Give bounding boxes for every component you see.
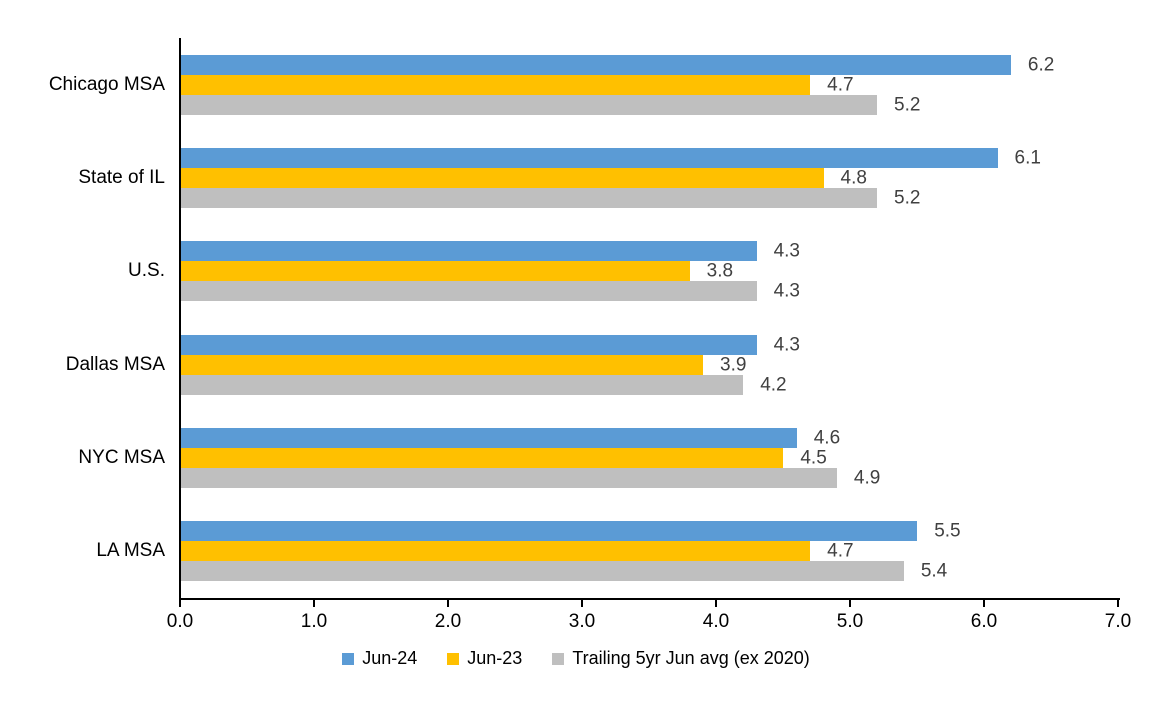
- x-tick-mark: [447, 600, 449, 607]
- bar-jun-24: 4.3: [181, 334, 800, 355]
- bar-trailing-5yr-jun-avg-ex-2020: 5.2: [181, 187, 920, 208]
- x-tick-mark: [849, 600, 851, 607]
- category-label: Chicago MSA: [48, 73, 165, 95]
- x-axis-line: [179, 598, 1120, 600]
- value-label: 5.2: [894, 187, 921, 209]
- x-tick-mark: [983, 600, 985, 607]
- value-label: 3.8: [706, 260, 734, 282]
- legend-label: Jun-24: [362, 648, 418, 668]
- value-label: 4.3: [773, 334, 800, 356]
- value-label: 6.1: [1014, 147, 1041, 169]
- bar-jun-24: 4.6: [181, 427, 840, 448]
- bar-trailing-5yr-jun-avg-ex-2020: 5.4: [181, 561, 947, 582]
- category-label: State of IL: [78, 166, 165, 188]
- bar-group: 4.6 4.5 4.9: [181, 411, 1118, 504]
- x-tick-mark: [313, 600, 315, 607]
- value-label: 4.9: [853, 467, 881, 489]
- bar-jun-24: 6.1: [181, 147, 1041, 168]
- value-label: 4.3: [773, 240, 800, 262]
- bar-trailing-5yr-jun-avg-ex-2020: 5.2: [181, 94, 920, 115]
- x-tick-label: 4.0: [702, 611, 730, 632]
- bar-trailing-5yr-jun-avg-ex-2020: 4.9: [181, 467, 880, 488]
- value-label: 4.2: [760, 374, 787, 396]
- x-tick-label: 3.0: [568, 611, 596, 632]
- bar-group: 4.3 3.9 4.2: [181, 318, 1118, 411]
- category-label: U.S.: [128, 260, 165, 282]
- plot-area: 6.2 4.7 5.2 6.1 4.8 5.2 4.3 3.8 4.3 4.3 3.9 4.2 4.6 4…: [181, 38, 1118, 598]
- value-label: 5.5: [934, 520, 961, 542]
- x-tick-label: 0.0: [166, 611, 194, 632]
- category-label: NYC MSA: [78, 446, 165, 468]
- x-tick-label: 2.0: [434, 611, 462, 632]
- category-axis: Chicago MSA State of IL U.S. Dallas MSA NYC …: [0, 38, 165, 598]
- bar-jun-23: 4.5: [181, 447, 827, 468]
- bar-group: 6.2 4.7 5.2: [181, 38, 1118, 131]
- bar-jun-23: 3.8: [181, 261, 733, 282]
- bar-group: 4.3 3.8 4.3: [181, 225, 1118, 318]
- legend: Jun-24 Jun-23 Trailing 5yr Jun avg (ex 202…: [0, 648, 1152, 669]
- category-label: LA MSA: [96, 540, 165, 562]
- value-label: 4.8: [840, 167, 867, 189]
- legend-label: Trailing 5yr Jun avg (ex 2020): [572, 648, 810, 668]
- legend-marker-icon: [342, 652, 355, 665]
- value-label: 4.3: [773, 280, 800, 302]
- value-label: 4.5: [800, 447, 827, 469]
- value-label: 4.7: [827, 74, 854, 96]
- value-label: 3.9: [720, 354, 747, 376]
- value-label: 5.2: [894, 94, 921, 116]
- bar-jun-23: 4.7: [181, 74, 854, 95]
- category-label: Dallas MSA: [65, 353, 165, 375]
- y-axis-line: [179, 38, 181, 600]
- value-label: 5.4: [920, 560, 948, 582]
- x-axis-tick-labels: 0.0 1.0 2.0 3.0 4.0 5.0 6.0 7.0: [167, 611, 1131, 635]
- x-tick-label: 1.0: [300, 611, 328, 632]
- x-tick-mark: [1117, 600, 1119, 607]
- x-tick-label: 6.0: [970, 611, 998, 632]
- legend-item: Trailing 5yr Jun avg (ex 2020): [552, 648, 810, 669]
- legend-label: Jun-23: [467, 648, 523, 668]
- value-label: 6.2: [1027, 54, 1055, 76]
- value-label: 4.6: [813, 427, 841, 449]
- value-label: 4.7: [827, 540, 854, 562]
- x-tick-label: 7.0: [1104, 611, 1132, 632]
- bar-trailing-5yr-jun-avg-ex-2020: 4.2: [181, 374, 787, 395]
- x-tick-label: 5.0: [836, 611, 864, 632]
- bar-jun-24: 4.3: [181, 241, 800, 262]
- bar-jun-24: 5.5: [181, 521, 961, 542]
- bar-jun-23: 3.9: [181, 354, 746, 375]
- x-tick-mark: [581, 600, 583, 607]
- bar-group: 6.1 4.8 5.2: [181, 131, 1118, 224]
- bar-trailing-5yr-jun-avg-ex-2020: 4.3: [181, 281, 800, 302]
- bar-jun-23: 4.7: [181, 541, 854, 562]
- x-tick-mark: [715, 600, 717, 607]
- legend-item: Jun-24: [342, 648, 417, 669]
- bar-group: 5.5 4.7 5.4: [181, 505, 1118, 598]
- legend-marker-icon: [552, 652, 565, 665]
- x-axis-ticks: [179, 600, 1119, 608]
- x-tick-mark: [179, 600, 181, 607]
- legend-marker-icon: [447, 652, 460, 665]
- bar-jun-23: 4.8: [181, 167, 867, 188]
- bar-jun-24: 6.2: [181, 54, 1054, 75]
- legend-item: Jun-23: [447, 648, 522, 669]
